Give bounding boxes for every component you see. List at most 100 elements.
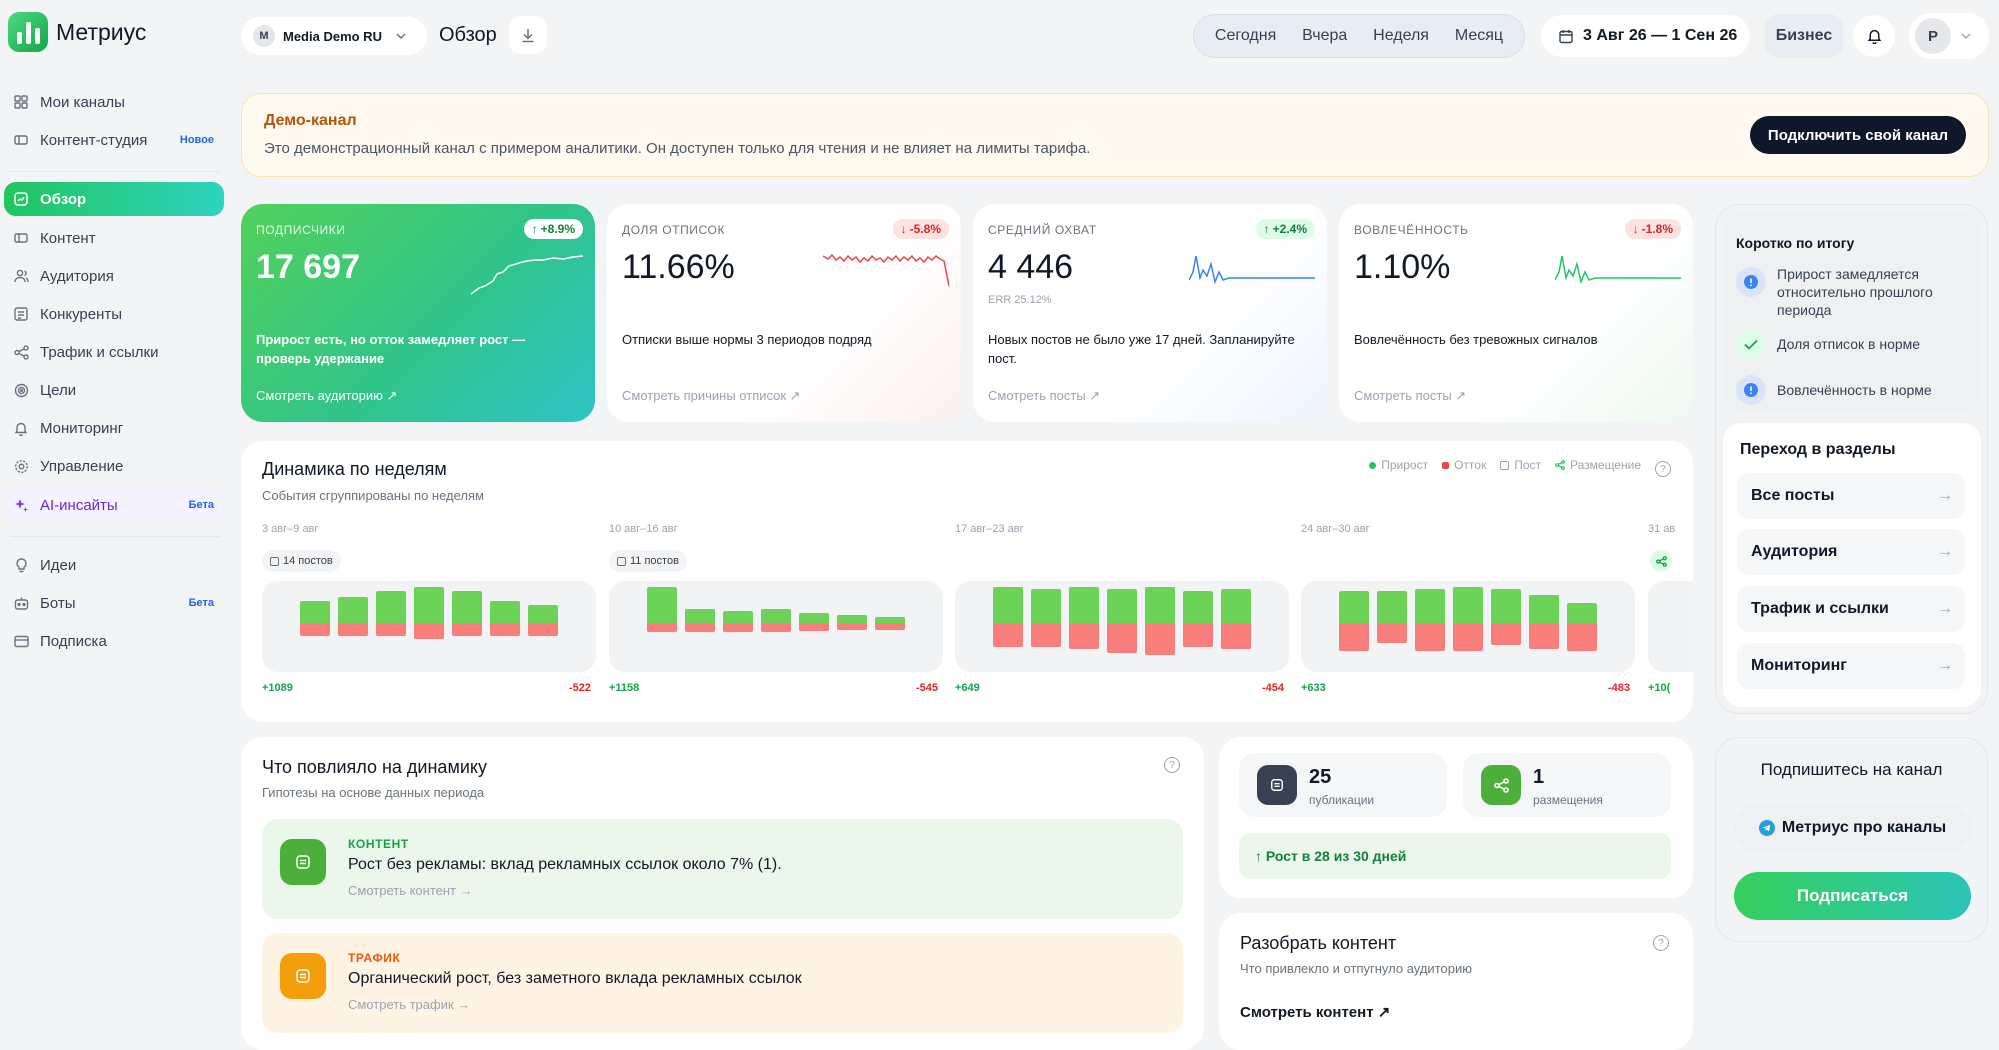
- kpi-delta-badge: ↑ +2.4%: [1255, 219, 1315, 239]
- workspace-name: Media Demo RU: [283, 28, 382, 44]
- workspace-avatar: M: [253, 25, 275, 47]
- user-menu[interactable]: P: [1909, 13, 1989, 59]
- help-icon[interactable]: ?: [1164, 757, 1180, 773]
- divider: [10, 171, 220, 172]
- logo-icon: [8, 12, 48, 52]
- content-breakdown-card: Разобрать контент Что привлекло и отпугн…: [1219, 913, 1693, 1050]
- download-icon: [522, 28, 534, 42]
- period-switcher: Сегодня Вчера Неделя Месяц: [1193, 14, 1525, 58]
- sidebar-item-management[interactable]: Управление: [4, 449, 224, 483]
- divider: [10, 536, 220, 537]
- sparkline: [471, 255, 583, 295]
- week-growth: +1158: [609, 682, 640, 694]
- week-label: 17 авг–23 авг: [955, 523, 1024, 535]
- kpi-label: ПОДПИСЧИКИ: [256, 223, 346, 237]
- summary-item: Прирост замедляется относительно прошлог…: [1736, 265, 1976, 319]
- view-unsubscribe-reasons-link[interactable]: Смотреть причины отписок ↗: [622, 388, 801, 403]
- subscribe-button[interactable]: Подписаться: [1734, 872, 1971, 920]
- weekly-subtitle: События сгруппированы по неделям: [262, 488, 484, 503]
- check-icon: [1736, 329, 1766, 359]
- weekly-title: Динамика по неделям: [262, 459, 447, 479]
- beta-badge: Бета: [188, 499, 214, 511]
- sidebar-item-monitoring[interactable]: Мониторинг: [4, 411, 224, 445]
- info-icon: [1736, 267, 1766, 297]
- view-content-link[interactable]: Смотреть контент ↗: [1240, 1004, 1391, 1021]
- view-content-link[interactable]: Смотреть контент →: [348, 883, 473, 898]
- banner-title: Демо-канал: [264, 112, 357, 129]
- kpi-value: 4 446: [988, 248, 1074, 286]
- sidebar-item-label: Боты: [40, 594, 76, 612]
- kpi-value: 11.66%: [622, 248, 735, 286]
- sidebar-item-goals[interactable]: Цели: [4, 373, 224, 407]
- telegram-icon: [1758, 820, 1775, 836]
- hypothesis-text: Рост без рекламы: вклад рекламных ссылок…: [348, 856, 782, 873]
- kpi-value: 1.10%: [1354, 248, 1451, 286]
- section-link-all-posts[interactable]: Все посты →: [1737, 473, 1965, 519]
- notifications-button[interactable]: [1853, 15, 1895, 57]
- period-yesterday[interactable]: Вчера: [1302, 27, 1348, 44]
- sidebar-item-competitors[interactable]: Конкуренты: [4, 297, 224, 331]
- period-today[interactable]: Сегодня: [1214, 27, 1277, 44]
- sidebar-item-my-channels[interactable]: Мои каналы: [4, 85, 224, 119]
- section-link-traffic[interactable]: Трафик и ссылки →: [1737, 586, 1965, 632]
- sidebar-item-overview[interactable]: Обзор: [4, 182, 224, 216]
- channel-link[interactable]: Метриус про каналы: [1734, 804, 1971, 852]
- section-link-audience[interactable]: Аудитория →: [1737, 529, 1965, 575]
- calendar-icon: [1559, 29, 1573, 43]
- post-icon: [1500, 460, 1510, 470]
- sidebar-item-content-studio[interactable]: Контент-студия Новое: [4, 123, 224, 157]
- sidebar-item-subscription[interactable]: Подписка: [4, 624, 224, 658]
- section-link-monitoring[interactable]: Мониторинг →: [1737, 643, 1965, 689]
- channel-name: Метриус про каналы: [1781, 819, 1947, 836]
- legend-placement: Размещение: [1555, 458, 1641, 472]
- placement-badge: [1650, 550, 1672, 572]
- summary-item: Вовлечённость в норме: [1736, 373, 1976, 405]
- kpi-description: Отписки выше нормы 3 периодов подряд: [622, 332, 872, 347]
- placements-count: 1: [1533, 766, 1545, 788]
- week-bars: [609, 581, 943, 672]
- kpi-value: 17 697: [256, 248, 360, 286]
- logo[interactable]: Метриус: [8, 12, 146, 52]
- traffic-icon: [280, 953, 326, 999]
- bot-icon: [12, 594, 30, 612]
- chevron-down-icon: [1961, 33, 1971, 39]
- legend-growth: Прирост: [1369, 458, 1428, 472]
- help-icon[interactable]: ?: [1655, 461, 1671, 477]
- view-posts-link[interactable]: Смотреть посты ↗: [1354, 388, 1467, 403]
- week-bars: [955, 581, 1289, 672]
- new-badge: Новое: [179, 134, 214, 146]
- hypothesis-card-traffic: ТРАФИК Органический рост, без заметного …: [262, 933, 1183, 1033]
- sidebar-item-content[interactable]: Контент: [4, 221, 224, 255]
- arrow-up-icon: ↑: [531, 222, 538, 236]
- week-label: 31 ав: [1648, 523, 1676, 535]
- week-label: 10 авг–16 авг: [609, 523, 678, 535]
- sidebar-item-bots[interactable]: Боты Бета: [4, 586, 224, 620]
- competitors-icon: [12, 305, 30, 323]
- period-week[interactable]: Неделя: [1373, 27, 1429, 44]
- download-button[interactable]: [509, 16, 547, 54]
- workspace-selector[interactable]: M Media Demo RU: [241, 17, 427, 55]
- kpi-card-unsubscribe-rate: ДОЛЯ ОТПИСОК ↓ -5.8% 11.66% Отписки выше …: [607, 204, 961, 422]
- arrow-down-icon: ↓: [1632, 222, 1639, 236]
- kpi-label: СРЕДНИЙ ОХВАТ: [988, 223, 1097, 237]
- sidebar-item-label: Обзор: [40, 190, 87, 208]
- plan-badge[interactable]: Бизнес: [1765, 14, 1843, 58]
- view-audience-link[interactable]: Смотреть аудиторию ↗: [256, 388, 398, 403]
- sidebar-item-traffic[interactable]: Трафик и ссылки: [4, 335, 224, 369]
- help-icon[interactable]: ?: [1653, 935, 1669, 951]
- arrow-right-icon: →: [1937, 487, 1953, 504]
- card-icon: [12, 632, 30, 650]
- kpi-card-avg-reach: СРЕДНИЙ ОХВАТ ↑ +2.4% 4 446 ERR 25.12% Но…: [973, 204, 1327, 422]
- view-traffic-link[interactable]: Смотреть трафик →: [348, 997, 471, 1012]
- sidebar-item-ideas[interactable]: Идеи: [4, 548, 224, 582]
- sidebar-item-ai-insights[interactable]: AI-инсайты Бета: [4, 488, 224, 522]
- arrow-right-icon: →: [1937, 543, 1953, 560]
- connect-channel-button[interactable]: Подключить свой канал: [1749, 116, 1966, 154]
- breakdown-title: Разобрать контент: [1240, 933, 1397, 953]
- date-range-picker[interactable]: 3 Авг 26 — 1 Сен 26: [1541, 15, 1750, 57]
- influence-title: Что повлияло на динамику: [262, 757, 487, 777]
- period-month[interactable]: Месяц: [1454, 27, 1504, 44]
- arrow-right-icon: →: [1937, 657, 1953, 674]
- view-posts-link[interactable]: Смотреть посты ↗: [988, 388, 1101, 403]
- sidebar-item-audience[interactable]: Аудитория: [4, 259, 224, 293]
